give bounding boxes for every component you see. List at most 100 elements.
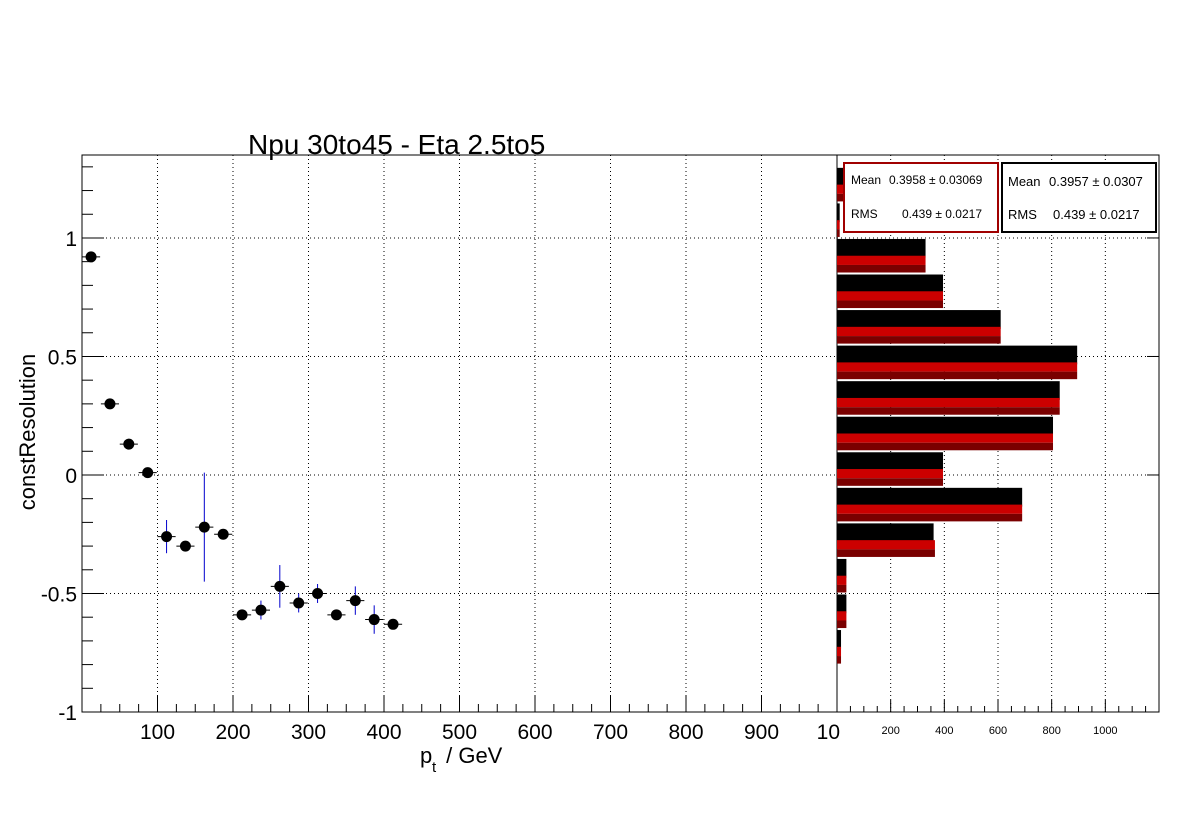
bar-black bbox=[837, 452, 943, 472]
bar-red bbox=[837, 326, 1001, 337]
histogram-bin bbox=[837, 274, 943, 309]
data-marker bbox=[312, 587, 324, 599]
data-point bbox=[270, 565, 289, 608]
bar-black bbox=[837, 416, 1054, 436]
data-point bbox=[82, 251, 101, 263]
bar-red-shade bbox=[837, 478, 943, 486]
data-point bbox=[157, 520, 176, 554]
data-marker bbox=[198, 521, 210, 533]
hist-x-tick-label: 1000 bbox=[1093, 725, 1117, 737]
main-grid bbox=[82, 155, 837, 712]
x-tick-label: 800 bbox=[668, 721, 703, 744]
histogram-bin bbox=[837, 238, 926, 273]
bar-red-shade bbox=[837, 549, 935, 557]
stats-box-red-frame bbox=[843, 162, 999, 233]
data-marker bbox=[368, 614, 380, 626]
bar-red bbox=[837, 397, 1060, 408]
data-marker bbox=[255, 604, 267, 616]
bar-black bbox=[837, 238, 926, 258]
bar-red bbox=[837, 433, 1054, 443]
hist-x-tick-label: 200 bbox=[881, 725, 899, 737]
bar-red-shade bbox=[837, 371, 1078, 380]
data-marker bbox=[104, 398, 116, 410]
data-point bbox=[365, 605, 384, 634]
bar-red-shade bbox=[837, 656, 842, 664]
data-point bbox=[214, 528, 233, 540]
x-tick-label: 900 bbox=[744, 721, 779, 744]
bar-red bbox=[837, 362, 1078, 372]
stats-red-mean-value: 0.3958 ± 0.03069 bbox=[889, 173, 983, 187]
bar-black bbox=[837, 203, 840, 223]
data-marker bbox=[179, 540, 191, 552]
bar-red bbox=[837, 575, 847, 585]
histogram-bin bbox=[837, 630, 842, 664]
x-tick-label: 100 bbox=[140, 721, 175, 744]
data-marker bbox=[274, 580, 286, 592]
y-tick-label: 1 bbox=[65, 228, 77, 251]
bar-red bbox=[837, 255, 926, 265]
bar-black bbox=[837, 594, 847, 614]
stats-black-mean-label: Mean bbox=[1008, 174, 1041, 189]
histogram-bars bbox=[837, 167, 1078, 664]
x-tick-label: 200 bbox=[215, 721, 250, 744]
stats-red-rms-label: RMS bbox=[851, 207, 878, 221]
data-point bbox=[308, 584, 327, 603]
data-point bbox=[119, 438, 138, 450]
data-marker bbox=[85, 251, 97, 263]
y-tick-label: -0.5 bbox=[41, 583, 77, 606]
data-marker bbox=[142, 467, 154, 479]
bar-red bbox=[837, 469, 943, 479]
x-tick-label-last: 10 bbox=[817, 721, 840, 744]
histogram-y-axis bbox=[1147, 237, 1159, 594]
hist-x-tick-label: 600 bbox=[989, 725, 1007, 737]
x-tick-label: 600 bbox=[517, 721, 552, 744]
hist-x-tick-label: 800 bbox=[1042, 725, 1060, 737]
stats-red-mean-label: Mean bbox=[851, 173, 881, 187]
stats-black-rms-label: RMS bbox=[1008, 207, 1037, 222]
bar-black bbox=[837, 558, 847, 578]
stats-red-rms-value: 0.439 ± 0.0217 bbox=[902, 207, 982, 221]
data-marker bbox=[123, 438, 135, 450]
bar-black bbox=[837, 381, 1060, 400]
data-marker bbox=[293, 597, 305, 609]
histogram-bin bbox=[837, 452, 943, 486]
histogram-bin bbox=[837, 416, 1054, 451]
data-point bbox=[100, 398, 119, 410]
data-marker bbox=[236, 609, 248, 621]
bar-red-shade bbox=[837, 513, 1023, 522]
bar-red-shade bbox=[837, 264, 926, 273]
data-marker bbox=[349, 595, 361, 607]
bar-red bbox=[837, 504, 1023, 514]
data-point bbox=[195, 472, 214, 582]
histogram-bin bbox=[837, 381, 1060, 415]
bar-black bbox=[837, 310, 1001, 329]
bar-red bbox=[837, 220, 840, 230]
histogram-bin bbox=[837, 523, 935, 557]
data-point bbox=[233, 609, 252, 621]
x-axis-label: p t / GeV bbox=[420, 743, 503, 776]
bar-red-shade bbox=[837, 407, 1060, 415]
data-point bbox=[327, 609, 346, 621]
stats-black-rms-value: 0.439 ± 0.0217 bbox=[1053, 207, 1140, 222]
y-tick-label: -1 bbox=[58, 702, 77, 725]
bar-red bbox=[837, 611, 847, 621]
main-plot-frame bbox=[81, 154, 838, 713]
y-axis-label: constResolution bbox=[15, 354, 40, 511]
histogram-bin bbox=[837, 487, 1023, 522]
bar-black bbox=[837, 487, 1023, 507]
main-y-axis: -1 -0.5 0 0.5 1 bbox=[41, 166, 104, 725]
data-point bbox=[346, 586, 365, 615]
bar-red-shade bbox=[837, 336, 1001, 344]
histogram-x-axis: 200 400 600 800 1000 bbox=[849, 700, 1147, 737]
bar-red-shade bbox=[837, 300, 943, 309]
data-point bbox=[251, 600, 270, 620]
data-point bbox=[176, 540, 195, 552]
data-marker bbox=[161, 531, 173, 543]
histogram-bin bbox=[837, 558, 847, 593]
bar-red-shade bbox=[837, 229, 840, 237]
data-marker bbox=[330, 609, 342, 621]
x-tick-label: 400 bbox=[366, 721, 401, 744]
histogram-bin bbox=[837, 594, 847, 629]
bar-red-shade bbox=[837, 584, 847, 593]
bar-red-shade bbox=[837, 620, 847, 629]
